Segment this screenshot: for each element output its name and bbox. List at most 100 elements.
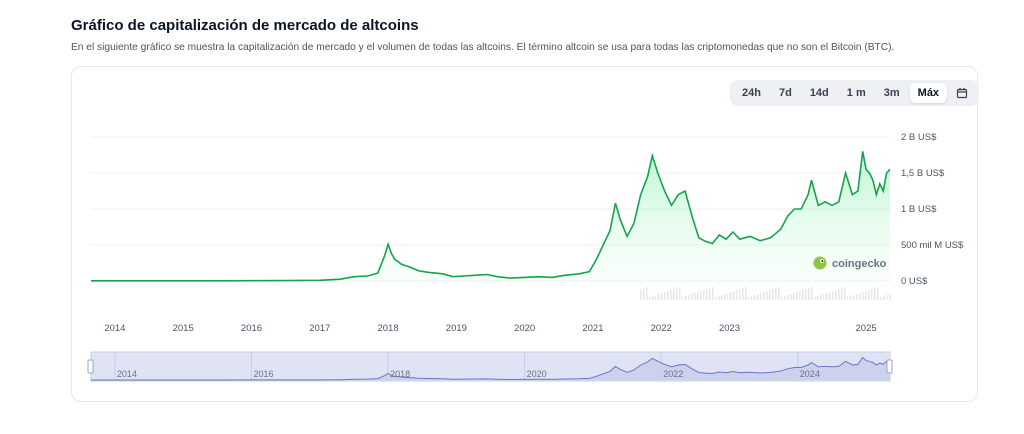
volume-bar	[742, 288, 744, 300]
volume-bar	[733, 291, 735, 300]
range-button-3m[interactable]: 3m	[876, 83, 908, 103]
volume-bar	[799, 291, 801, 300]
x-tick-label: 2025	[856, 323, 877, 334]
x-tick-label: 2020	[514, 323, 535, 334]
x-tick-label: 2015	[173, 323, 194, 334]
volume-bar	[850, 296, 852, 300]
volume-bar	[739, 289, 741, 300]
volume-bar	[853, 295, 855, 300]
x-tick-label: 2016	[241, 323, 262, 334]
volume-bar	[793, 293, 795, 300]
page-title: Gráfico de capitalización de mercado de …	[71, 17, 419, 34]
volume-bar	[748, 297, 750, 300]
date-picker-button[interactable]	[949, 83, 975, 103]
y-tick-label: 1,5 B US$	[901, 168, 945, 179]
navigator-left-handle[interactable]	[87, 359, 94, 374]
volume-bar	[646, 287, 648, 300]
volume-bar	[796, 292, 798, 300]
volume-bar	[862, 292, 864, 300]
volume-bar	[751, 296, 753, 300]
volume-bar	[703, 290, 705, 300]
navigator-tick-label: 2020	[527, 369, 547, 379]
navigator-area	[91, 357, 890, 380]
navigator-tick-label: 2018	[390, 369, 410, 379]
navigator-tick-label: 2016	[253, 369, 273, 379]
volume-bar	[652, 296, 654, 300]
y-tick-label: 500 mil M US$	[901, 240, 964, 251]
navigator-right-handle[interactable]	[886, 359, 893, 374]
volume-bar	[688, 295, 690, 300]
volume-bar	[823, 294, 825, 300]
volume-bar	[883, 296, 885, 300]
volume-bar	[649, 297, 651, 300]
volume-bar	[841, 288, 843, 300]
volume-bar	[772, 289, 774, 300]
volume-bar	[808, 288, 810, 300]
volume-bar	[859, 293, 861, 300]
calendar-icon	[956, 88, 968, 99]
range-button-max[interactable]: Máx	[909, 83, 948, 103]
volume-bar	[760, 293, 762, 300]
volume-bar	[682, 297, 684, 300]
volume-bar	[766, 291, 768, 300]
volume-bar	[658, 294, 660, 300]
navigator-line	[91, 356, 891, 381]
volume-bar	[643, 288, 645, 300]
range-button-7d[interactable]: 7d	[771, 83, 800, 103]
volume-bar	[889, 294, 891, 300]
volume-bar	[871, 289, 873, 300]
x-tick-label: 2018	[377, 323, 398, 334]
volume-bar	[805, 289, 807, 300]
range-navigator[interactable]: 2014 2016 2018 2020 2022 2024	[87, 351, 893, 382]
range-button-24h[interactable]: 24h	[734, 83, 769, 103]
volume-bar	[769, 290, 771, 300]
volume-bar	[775, 288, 777, 300]
y-tick-label: 2 B US$	[901, 132, 937, 143]
range-button-1m[interactable]: 1 m	[839, 83, 874, 103]
volume-bar	[694, 293, 696, 300]
x-tick-label: 2021	[582, 323, 603, 334]
x-tick-label: 2023	[719, 323, 740, 334]
volume-bar	[640, 289, 642, 300]
volume-bar	[814, 297, 816, 300]
volume-bar	[745, 287, 747, 300]
brand-name: coingecko	[832, 258, 887, 270]
volume-bar	[700, 291, 702, 300]
volume-bar	[655, 295, 657, 300]
volume-bar	[712, 287, 714, 300]
market-cap-line	[91, 151, 891, 282]
coingecko-watermark: coingecko	[813, 256, 887, 270]
volume-bar	[679, 287, 681, 300]
volume-bar	[691, 294, 693, 300]
volume-bar	[820, 295, 822, 300]
x-tick-label: 2014	[104, 323, 125, 334]
market-cap-area	[91, 151, 890, 281]
volume-bar	[787, 295, 789, 300]
volume-bar	[835, 290, 837, 300]
volume-bar	[697, 292, 699, 300]
volume-bar	[661, 293, 663, 300]
volume-bar	[844, 287, 846, 300]
page-subtitle: En el siguiente gráfico se muestra la ca…	[71, 42, 895, 53]
x-tick-label: 2019	[446, 323, 467, 334]
volume-bar	[715, 297, 717, 300]
volume-bar	[880, 297, 882, 300]
volume-bar	[718, 296, 720, 300]
volume-bar	[763, 292, 765, 300]
volume-bar	[778, 287, 780, 300]
volume-bar	[676, 288, 678, 300]
range-button-14d[interactable]: 14d	[802, 83, 837, 103]
volume-bar	[817, 296, 819, 300]
volume-bar	[730, 292, 732, 300]
volume-bar	[829, 292, 831, 300]
time-range-selector: 24h 7d 14d 1 m 3m Máx	[730, 80, 980, 106]
y-tick-label: 1 B US$	[901, 204, 937, 215]
volume-bar	[724, 294, 726, 300]
volume-bar	[754, 295, 756, 300]
navigator-tick-label: 2022	[663, 369, 683, 379]
volume-bar	[877, 287, 879, 300]
volume-bar	[706, 289, 708, 300]
volume-bar	[781, 297, 783, 300]
volume-bar	[736, 290, 738, 300]
volume-bar	[838, 289, 840, 300]
